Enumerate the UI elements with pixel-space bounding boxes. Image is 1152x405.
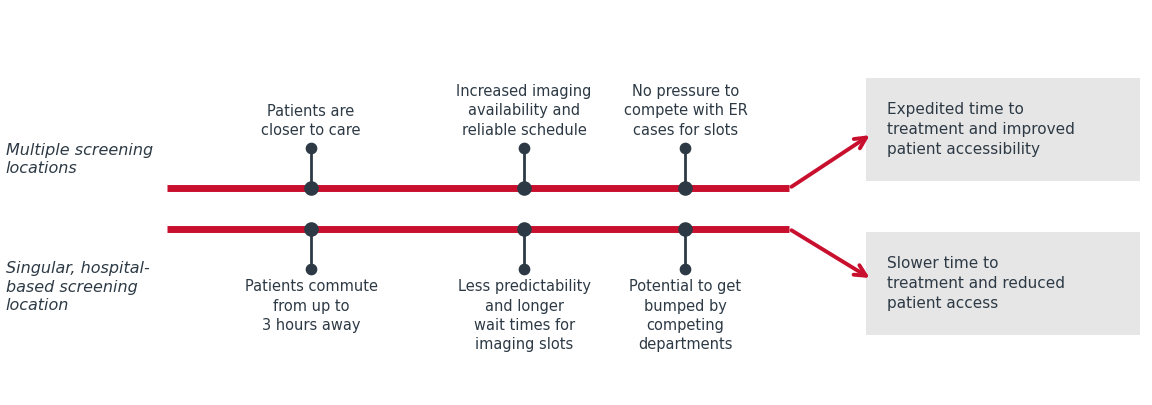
Text: Increased imaging
availability and
reliable schedule: Increased imaging availability and relia… [456,84,592,138]
Point [676,226,695,232]
Point [515,185,533,192]
Point [515,145,533,151]
Text: Singular, hospital-
based screening
location: Singular, hospital- based screening loca… [6,261,150,313]
Point [302,145,320,151]
FancyBboxPatch shape [866,78,1140,181]
Text: No pressure to
compete with ER
cases for slots: No pressure to compete with ER cases for… [623,84,748,138]
FancyBboxPatch shape [866,232,1140,335]
Point [515,266,533,273]
Text: Patients commute
from up to
3 hours away: Patients commute from up to 3 hours away [244,279,378,333]
Point [302,185,320,192]
Text: Less predictability
and longer
wait times for
imaging slots: Less predictability and longer wait time… [457,279,591,352]
Text: Potential to get
bumped by
competing
departments: Potential to get bumped by competing dep… [629,279,742,352]
Point [676,185,695,192]
Point [676,145,695,151]
Point [302,266,320,273]
Text: Multiple screening
locations: Multiple screening locations [6,143,153,176]
Text: Expedited time to
treatment and improved
patient accessibility: Expedited time to treatment and improved… [887,102,1075,157]
Text: Patients are
closer to care: Patients are closer to care [262,104,361,138]
Point [676,266,695,273]
Text: Slower time to
treatment and reduced
patient access: Slower time to treatment and reduced pat… [887,256,1066,311]
Point [302,226,320,232]
Point [515,226,533,232]
